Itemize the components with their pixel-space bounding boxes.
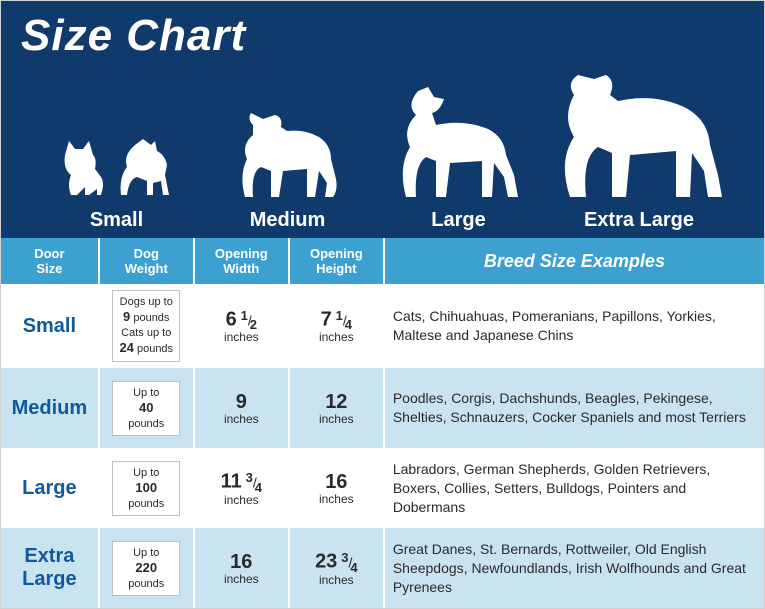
chart-header: Size Chart Small Medium [1,1,764,238]
table-row: LargeUp to100pounds 11 3/4inches16 inches… [1,448,764,528]
breeds-cell: Great Danes, St. Bernards, Rottweiler, O… [384,528,764,608]
silhouette-row: Small Medium Large Extra Large [21,65,744,238]
opening-height-cell: 23 3/4inches [289,528,384,608]
weight-cell: Dogs up to9 poundsCats up to24 pounds [99,284,194,368]
table-row: MediumUp to40pounds 9 inches12 inchesPood… [1,368,764,448]
size-label-cell: Medium [1,368,99,448]
weight-cell: Up to40pounds [99,368,194,448]
table-header-row: DoorSize DogWeight OpeningWidth OpeningH… [1,238,764,284]
weight-cell: Up to220pounds [99,528,194,608]
opening-width-cell: 6 1/2inches [194,284,289,368]
col-opening-height: OpeningHeight [289,238,384,284]
size-label-cell: ExtraLarge [1,528,99,608]
small-pets-icon [57,125,177,205]
col-door-size: DoorSize [1,238,99,284]
chart-title: Size Chart [21,11,744,61]
medium-dog-icon [223,105,353,205]
weight-box: Dogs up to9 poundsCats up to24 pounds [112,290,180,362]
col-breed-examples: Breed Size Examples [384,238,764,284]
table-body: SmallDogs up to9 poundsCats up to24 poun… [1,284,764,608]
silhouette-label: Extra Large [584,209,694,232]
size-table: DoorSize DogWeight OpeningWidth OpeningH… [1,238,764,608]
silhouette-label: Medium [250,209,326,232]
breeds-cell: Labradors, German Shepherds, Golden Retr… [384,448,764,528]
silhouette-xlarge: Extra Large [544,65,734,238]
breeds-cell: Poodles, Corgis, Dachshunds, Beagles, Pe… [384,368,764,448]
silhouette-label: Small [90,209,143,232]
weight-cell: Up to100pounds [99,448,194,528]
opening-height-cell: 7 1/4inches [289,284,384,368]
silhouette-small: Small [31,125,202,238]
weight-box: Up to40pounds [112,381,180,436]
size-label-cell: Small [1,284,99,368]
opening-width-cell: 16 inches [194,528,289,608]
col-opening-width: OpeningWidth [194,238,289,284]
table-row: ExtraLargeUp to220pounds 16 inches23 3/4i… [1,528,764,608]
large-dog-icon [384,85,534,205]
opening-width-cell: 11 3/4inches [194,448,289,528]
size-label-cell: Large [1,448,99,528]
size-chart: Size Chart Small Medium [0,0,765,609]
opening-height-cell: 16 inches [289,448,384,528]
silhouette-large: Large [373,85,544,238]
opening-height-cell: 12 inches [289,368,384,448]
breeds-cell: Cats, Chihuahuas, Pomeranians, Papillons… [384,284,764,368]
silhouette-medium: Medium [202,105,373,238]
silhouette-label: Large [431,209,485,232]
xlarge-dog-icon [544,65,734,205]
table-row: SmallDogs up to9 poundsCats up to24 poun… [1,284,764,368]
weight-box: Up to100pounds [112,461,180,516]
col-dog-weight: DogWeight [99,238,194,284]
opening-width-cell: 9 inches [194,368,289,448]
weight-box: Up to220pounds [112,541,180,596]
